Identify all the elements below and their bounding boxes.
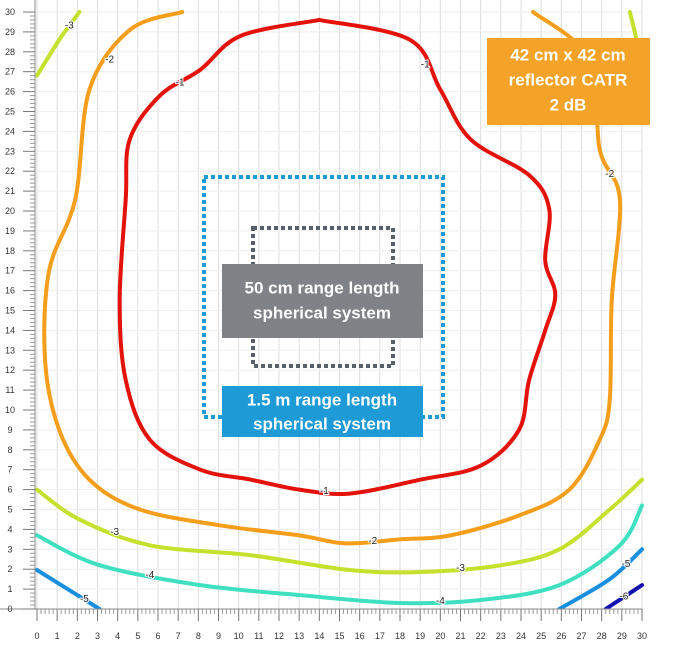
level-label: -3 [65, 21, 74, 32]
y-tick-label: 22 [5, 166, 15, 176]
grid [36, 0, 643, 610]
annotation: 2 dB [550, 95, 587, 114]
contour-line [117, 17, 558, 496]
level-label: -3 [110, 527, 119, 538]
x-tick-label: 15 [334, 631, 344, 641]
large-box [222, 386, 423, 437]
x-tick-label: 2 [75, 631, 80, 641]
y-ruler [0, 0, 35, 609]
y-tick-label: 27 [5, 67, 15, 77]
contour-line [35, 547, 644, 611]
x-tick-label: 17 [375, 631, 385, 641]
x-tick-label: 1 [55, 631, 60, 641]
x-tick-label: 26 [556, 631, 566, 641]
x-tick-label: 5 [135, 631, 140, 641]
x-tick-label: 30 [637, 631, 647, 641]
y-tick-label: 2 [7, 564, 12, 574]
y-tick-label: 23 [5, 146, 15, 156]
contours: -1-1-1-2-2-2-3-3-3-3-4-4-5-5-6 [35, 10, 647, 611]
x-tick-label: 3 [95, 631, 100, 641]
x-tick-label: 6 [155, 631, 160, 641]
y-tick-label: 21 [5, 186, 15, 196]
annotation: 1.5 m range length [247, 390, 397, 409]
y-tick-label: 10 [5, 405, 15, 415]
level-label: -4 [145, 570, 154, 581]
x-tick-label: 19 [415, 631, 425, 641]
y-tick-label: 28 [5, 47, 15, 57]
level-label: -1 [176, 77, 185, 88]
x-tick-label: 13 [294, 631, 304, 641]
y-tick-label: 3 [7, 544, 12, 554]
x-tick-label: 11 [254, 631, 263, 641]
x-tick-label: 28 [597, 631, 607, 641]
y-tick-label: 5 [7, 505, 12, 515]
y-tick-label: 24 [5, 126, 15, 136]
x-tick-label: 22 [476, 631, 486, 641]
level-label: -6 [619, 592, 628, 603]
y-tick-label: 6 [7, 485, 12, 495]
y-tick-label: 19 [5, 226, 15, 236]
x-tick-label: 23 [496, 631, 506, 641]
level-label: -1 [320, 486, 329, 497]
contour-line [35, 503, 644, 606]
annotation: 42 cm x 42 cm [510, 45, 625, 64]
y-tick-label: 4 [7, 524, 12, 534]
y-tick-label: 1 [7, 584, 12, 594]
y-tick-label: 14 [5, 325, 15, 335]
x-tick-label: 21 [455, 631, 465, 641]
y-tick-label: 0 [7, 604, 12, 614]
y-tick-label: 16 [5, 286, 15, 296]
y-tick-label: 30 [5, 7, 15, 17]
x-tick-label: 25 [536, 631, 546, 641]
level-label: -2 [105, 54, 114, 65]
y-tick-label: 29 [5, 27, 15, 37]
annotation: spherical system [253, 414, 391, 433]
x-tick-label: 0 [34, 631, 39, 641]
y-tick-label: 15 [5, 306, 15, 316]
x-tick-label: 27 [576, 631, 586, 641]
annotation: reflector CATR [509, 70, 628, 89]
small-box [222, 264, 423, 338]
y-tick-label: 12 [5, 365, 15, 375]
annotation: 50 cm range length [245, 278, 400, 297]
level-label: -1 [421, 59, 430, 70]
x-tick-label: 10 [234, 631, 244, 641]
y-tick-label: 13 [5, 345, 15, 355]
y-tick-label: 9 [7, 425, 12, 435]
contour-line [603, 583, 644, 611]
level-label: -3 [456, 563, 465, 574]
y-tick-label: 8 [7, 445, 12, 455]
x-tick-label: 24 [516, 631, 526, 641]
level-label: -5 [621, 559, 630, 570]
x-tick-label: 4 [115, 631, 120, 641]
x-tick-label: 14 [314, 631, 324, 641]
y-tick-label: 11 [5, 385, 14, 395]
y-tick-label: 7 [7, 465, 12, 475]
level-label: -2 [605, 169, 614, 180]
x-tick-label: 7 [176, 631, 181, 641]
x-tick-label: 12 [274, 631, 284, 641]
contour-line [42, 10, 623, 546]
x-tick-label: 18 [395, 631, 405, 641]
x-tick-label: 8 [196, 631, 201, 641]
y-tick-label: 17 [5, 266, 15, 276]
y-tick-label: 25 [5, 107, 15, 117]
x-tick-label: 29 [617, 631, 627, 641]
level-label: -2 [368, 536, 377, 547]
level-label: -4 [436, 596, 445, 607]
y-tick-label: 20 [5, 206, 15, 216]
x-ruler [0, 609, 675, 647]
x-tick-label: 16 [355, 631, 365, 641]
y-tick-label: 18 [5, 246, 15, 256]
x-tick-label: 9 [216, 631, 221, 641]
annotation: spherical system [253, 303, 391, 322]
level-label: -5 [80, 594, 89, 605]
y-tick-label: 26 [5, 87, 15, 97]
catr-box [487, 38, 650, 125]
x-tick-label: 20 [435, 631, 445, 641]
